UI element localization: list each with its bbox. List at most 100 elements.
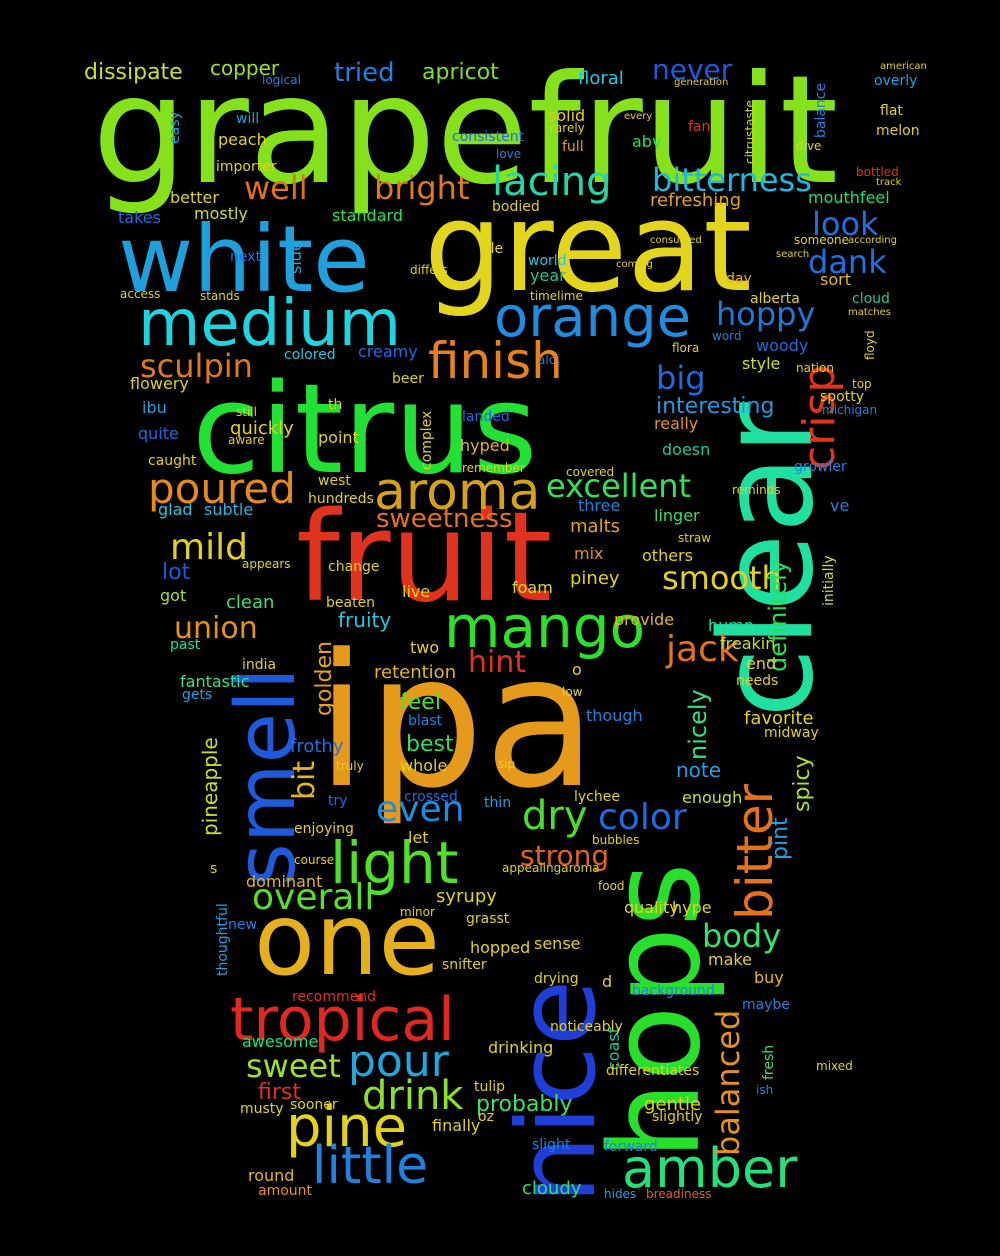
word-item: citrus [192, 358, 538, 502]
word-item: hint [468, 645, 527, 680]
word-item: body [702, 917, 782, 955]
word-item: ish [756, 1083, 774, 1097]
word-item: thin [484, 795, 512, 811]
word-item: clean [226, 592, 275, 613]
word-item: style [742, 354, 781, 373]
word-item: two [410, 638, 440, 657]
word-item: gentle [644, 1094, 702, 1115]
word-item: bubbles [592, 833, 640, 847]
word-item: colored [284, 347, 336, 363]
word-item: aware [228, 433, 265, 447]
word-item: frothy [290, 736, 344, 757]
word-item: search [776, 249, 810, 260]
word-item: balanced [709, 1009, 747, 1156]
word-item: finish [428, 332, 563, 390]
word-item: bitterness [652, 161, 812, 199]
word-item: hoppy [716, 295, 816, 333]
word-item: o [572, 660, 582, 679]
word-item: sooner [290, 1097, 338, 1113]
word-item: subtle [204, 500, 254, 519]
word-item: differs [410, 263, 448, 277]
word-item: end [746, 654, 777, 673]
word-item: interesting [656, 394, 775, 419]
word-item: sculpin [140, 347, 253, 385]
word-item: mostly [194, 204, 248, 223]
word-item: dive [796, 139, 822, 153]
word-item: mix [574, 544, 604, 563]
word-item: noticeably [550, 1019, 623, 1035]
word-item: linger [654, 506, 700, 525]
word-item: musty [240, 1101, 284, 1117]
word-item: hump [708, 616, 755, 635]
word-item: love [496, 147, 522, 161]
word-item: full [562, 139, 584, 155]
word-item: syrupy [436, 886, 497, 907]
word-item: fruity [338, 608, 392, 632]
word-item: well [244, 169, 308, 207]
word-item: grapefruit [92, 44, 839, 218]
word-item: differentiates [606, 1063, 700, 1079]
word-item: cloudy [522, 1178, 582, 1199]
word-item: lacing [492, 159, 612, 205]
word-item: point [318, 428, 359, 447]
word-item: standard [332, 206, 403, 225]
word-item: appealingaroma [502, 861, 600, 875]
word-item: oz [478, 1109, 494, 1125]
word-item: color [598, 797, 687, 838]
word-item: alc [538, 353, 556, 367]
word-item: note [676, 758, 722, 782]
word-item: refreshing [650, 190, 742, 211]
word-item: fantastic [180, 672, 250, 691]
word-item: melon [876, 123, 920, 139]
word-item: better [170, 188, 219, 207]
word-item: low [562, 685, 583, 699]
word-item: beaten [326, 595, 376, 611]
word-item: orange [494, 285, 692, 350]
word-item: someone [794, 233, 849, 247]
word-item: importer [216, 159, 277, 175]
word-item: logical [262, 73, 301, 87]
word-item: slight [532, 1137, 571, 1153]
word-item: remember [462, 461, 525, 475]
word-item: nicely [684, 689, 712, 760]
word-item: crossed [404, 789, 458, 805]
word-item: ve [830, 496, 850, 515]
word-item: never [652, 53, 733, 86]
word-item: piney [570, 568, 620, 589]
word-item: generation [674, 77, 729, 88]
word-item: quite [138, 424, 179, 443]
word-item: mild [170, 527, 248, 568]
word-item: lychee [574, 789, 620, 805]
word-item: peach [218, 130, 267, 149]
word-item: pour [348, 1036, 449, 1087]
word-item: beer [392, 371, 424, 387]
word-item: big [656, 359, 706, 397]
word-item: new [228, 917, 257, 933]
word-item: woody [756, 336, 809, 355]
word-item: floral [578, 68, 624, 89]
word-item: foam [512, 578, 553, 597]
word-item: crisp [794, 364, 845, 470]
word-item: maybe [742, 997, 791, 1013]
word-item: hopped [470, 938, 531, 957]
word-item: consistent [452, 129, 525, 145]
word-item: drying [534, 971, 579, 987]
word-item: fresh [761, 1044, 777, 1080]
word-item: background [632, 983, 715, 999]
word-item: doesn [662, 440, 711, 459]
word-item: course [294, 853, 335, 867]
word-item: abv [632, 132, 662, 151]
word-item: year [530, 266, 566, 285]
word-item: dank [808, 243, 887, 281]
word-item: day [726, 271, 752, 287]
word-item: truly [336, 759, 364, 773]
word-item: overly [874, 73, 918, 89]
word-item: side [286, 241, 305, 274]
word-item: probably [476, 1092, 573, 1117]
word-item: consumed [650, 235, 702, 246]
word-item: drink [362, 1073, 464, 1119]
word-item: ibu [142, 398, 167, 417]
word-item: glad [158, 500, 193, 519]
word-item: complex [419, 410, 435, 470]
word-item: recommend [292, 989, 376, 1005]
